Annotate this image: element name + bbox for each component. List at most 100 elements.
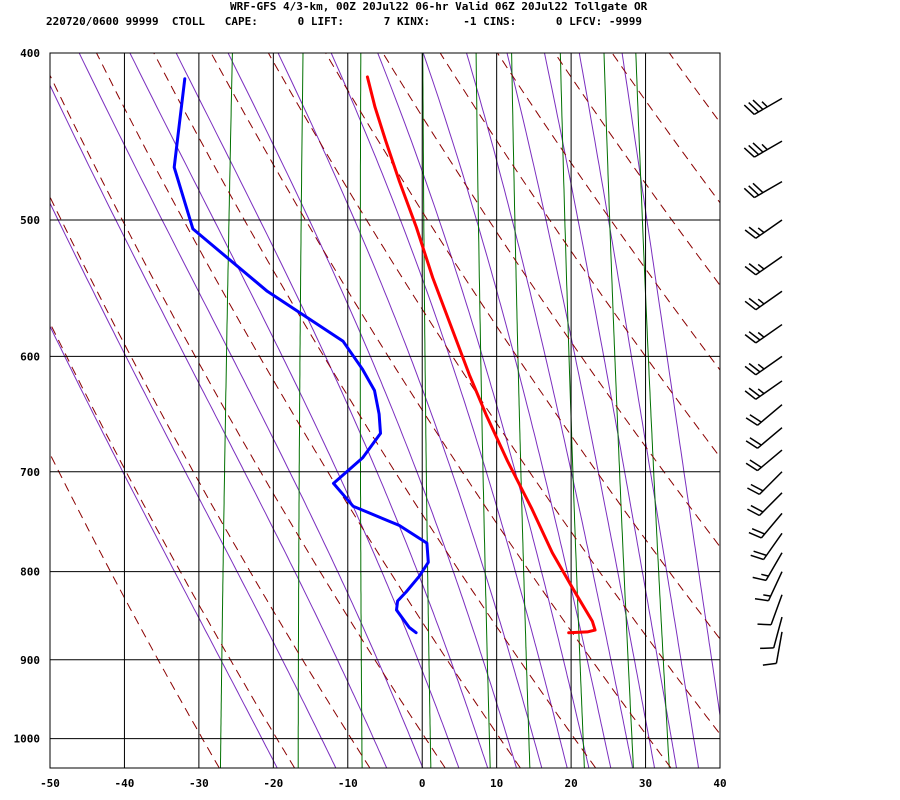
mixing-ratio-2 xyxy=(359,53,363,768)
wind-barb-3 xyxy=(754,571,783,602)
wind-barb-staff-11 xyxy=(757,404,783,426)
wind-barb-staff-6 xyxy=(760,512,783,539)
moist-adiabat--22 xyxy=(50,325,278,768)
wind-barb-staff-0 xyxy=(775,631,783,664)
dry-adiabat--20 xyxy=(50,322,296,768)
wind-barb-0 xyxy=(762,631,783,666)
wind-barb-half-feather xyxy=(763,594,771,597)
moist-adiabat-24 xyxy=(422,53,612,768)
moist-adiabat--14 xyxy=(50,202,337,768)
wind-barb-feather xyxy=(748,331,761,341)
y-tick-label-500: 500 xyxy=(20,214,40,227)
wind-barb-feather xyxy=(750,554,764,561)
wind-barb-feather xyxy=(750,504,764,513)
moist-adiabat-30 xyxy=(506,53,655,768)
isotherms xyxy=(50,53,720,768)
wind-barb-feather xyxy=(745,440,758,449)
wind-barb-feather xyxy=(760,647,774,650)
wind-barb-staff-14 xyxy=(755,323,783,344)
mixing-ratio-1 xyxy=(297,53,304,768)
wind-barb-6 xyxy=(748,512,783,539)
wind-barb-feather xyxy=(748,226,761,237)
wind-barb-4 xyxy=(752,552,783,582)
x-tick-label--40: -40 xyxy=(115,777,135,790)
wind-barb-16 xyxy=(744,255,783,276)
x-tick-label-30: 30 xyxy=(639,777,652,790)
wind-barb-8 xyxy=(747,471,783,496)
wind-barbs xyxy=(743,97,783,666)
wind-barb-staff-9 xyxy=(757,449,783,472)
moist-adiabat-18 xyxy=(330,53,568,768)
wind-barb-feather xyxy=(748,387,761,397)
dry-adiabat-40 xyxy=(267,53,720,735)
wind-barb-18 xyxy=(743,180,783,199)
wind-barb-feather xyxy=(752,99,764,110)
wind-barb-11 xyxy=(745,404,783,426)
wind-barb-staff-13 xyxy=(755,355,783,376)
wind-barb-feather xyxy=(744,300,757,311)
wind-barb-12 xyxy=(744,380,783,400)
wind-barb-staff-8 xyxy=(758,471,783,495)
wind-barb-feather xyxy=(762,662,777,666)
dry-adiabat-50 xyxy=(325,53,720,640)
mixing-ratio-7 xyxy=(475,53,491,768)
wind-barb-10 xyxy=(745,427,783,449)
y-tick-label-800: 800 xyxy=(20,566,40,579)
plot-frame xyxy=(49,52,721,769)
mixing-ratio-0.4 xyxy=(220,53,233,768)
wind-barb-staff-3 xyxy=(767,571,783,602)
wind-barb-14 xyxy=(744,323,783,344)
wind-barb-staff-18 xyxy=(753,180,783,199)
wind-barb-staff-2 xyxy=(770,594,783,626)
wind-barb-feather xyxy=(757,623,772,626)
dry-adiabats xyxy=(50,53,720,768)
wind-barb-staff-16 xyxy=(755,255,783,276)
wind-barb-half-feather xyxy=(757,388,765,395)
moist-adiabat-27 xyxy=(465,53,634,768)
moist-adiabat-14.5 xyxy=(277,53,543,768)
wind-barb-1 xyxy=(760,616,783,650)
wind-barb-feather xyxy=(749,459,762,469)
wind-barb-staff-19 xyxy=(753,140,783,158)
wind-barb-feather xyxy=(749,437,762,446)
wind-barb-half-feather xyxy=(757,263,765,270)
wind-barb-2 xyxy=(757,594,783,626)
wind-barb-feather xyxy=(744,390,757,400)
wind-barb-staff-17 xyxy=(755,219,783,239)
wind-barb-20 xyxy=(743,97,783,116)
x-tick-label-0: 0 xyxy=(419,777,426,790)
x-tick-label--20: -20 xyxy=(263,777,283,790)
wind-barb-feather xyxy=(753,550,767,557)
wind-barb-feather xyxy=(752,576,767,582)
mixing-ratio-32 xyxy=(635,53,670,768)
wind-barb-9 xyxy=(745,449,783,472)
moist-adiabat-40 xyxy=(621,53,720,719)
moist-adiabat-7 xyxy=(175,53,489,768)
wind-barb-half-feather xyxy=(761,101,768,108)
moist-adiabat-11 xyxy=(227,53,517,768)
moist-adiabat-33 xyxy=(543,53,677,768)
temperature-line xyxy=(365,75,597,635)
x-tick-label--50: -50 xyxy=(40,777,60,790)
moist-adiabat-3 xyxy=(129,53,460,768)
wind-barb-15 xyxy=(744,290,783,311)
moist-adiabats xyxy=(50,53,720,768)
header: WRF-GFS 4/3-km, 00Z 20Jul22 06-hr Valid … xyxy=(0,0,900,32)
dry-adiabat--10 xyxy=(50,195,371,768)
wind-barb-feather xyxy=(751,528,765,535)
wind-barb-feather xyxy=(744,334,757,344)
wind-barb-staff-5 xyxy=(762,532,783,560)
sounding-series xyxy=(172,75,597,635)
wind-barb-half-feather xyxy=(757,363,765,370)
chart-title: WRF-GFS 4/3-km, 00Z 20Jul22 06-hr Valid … xyxy=(230,0,648,13)
wind-barb-feather xyxy=(748,297,761,308)
wind-barb-feather xyxy=(743,147,755,158)
wind-barb-feather xyxy=(749,414,762,423)
dry-adiabat-90 xyxy=(554,53,720,287)
y-tick-label-400: 400 xyxy=(20,47,40,60)
x-tick-label-20: 20 xyxy=(564,777,577,790)
wind-barb-staff-4 xyxy=(765,552,783,581)
wind-barb-feather xyxy=(743,187,755,199)
wind-barb-staff-7 xyxy=(758,492,783,517)
wind-barb-staff-10 xyxy=(757,427,783,449)
